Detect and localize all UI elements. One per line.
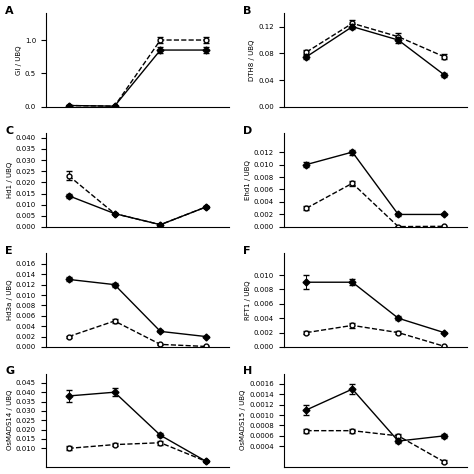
Text: B: B bbox=[243, 6, 252, 16]
Y-axis label: OsMADS14 / UBQ: OsMADS14 / UBQ bbox=[7, 390, 13, 450]
Text: D: D bbox=[243, 126, 253, 136]
Text: G: G bbox=[5, 366, 14, 376]
Y-axis label: Ehd1 / UBQ: Ehd1 / UBQ bbox=[245, 160, 251, 200]
Y-axis label: GI / UBQ: GI / UBQ bbox=[16, 46, 22, 75]
Text: H: H bbox=[243, 366, 253, 376]
Text: F: F bbox=[243, 246, 251, 256]
Y-axis label: Hd1 / UBQ: Hd1 / UBQ bbox=[7, 162, 13, 198]
Y-axis label: DTH8 / UBQ: DTH8 / UBQ bbox=[249, 39, 255, 81]
Y-axis label: RFT1 / UBQ: RFT1 / UBQ bbox=[245, 281, 251, 320]
Y-axis label: OsMADS15 / UBQ: OsMADS15 / UBQ bbox=[240, 390, 246, 450]
Text: A: A bbox=[5, 6, 14, 16]
Y-axis label: Hd3a / UBQ: Hd3a / UBQ bbox=[7, 280, 13, 320]
Text: C: C bbox=[5, 126, 13, 136]
Text: E: E bbox=[5, 246, 13, 256]
